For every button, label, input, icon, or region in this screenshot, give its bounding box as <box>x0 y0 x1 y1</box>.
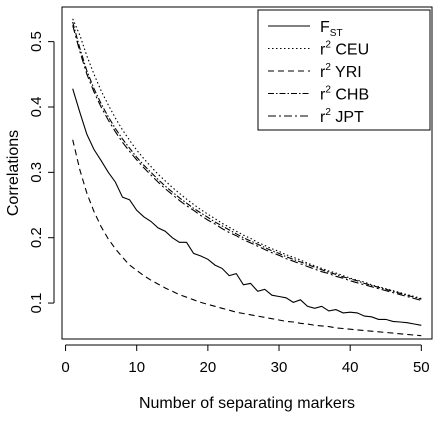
y-tick-label: 0.3 <box>28 162 45 183</box>
x-tick-label: 20 <box>200 359 217 376</box>
y-axis-label: Correlations <box>5 130 22 216</box>
legend-label-4: r2 JPT <box>320 107 364 126</box>
legend-label-2: r2 YRI <box>320 62 362 81</box>
y-tick-label: 0.1 <box>28 293 45 314</box>
series-line-4 <box>72 25 422 301</box>
series-line-0 <box>72 88 422 326</box>
x-axis: 0 10 20 30 40 50 <box>61 344 430 376</box>
series-layer <box>72 18 422 337</box>
x-axis-label: Number of separating markers <box>139 395 355 412</box>
x-tick-label: 10 <box>128 359 145 376</box>
legend-box <box>257 9 431 131</box>
x-tick-label: 30 <box>271 359 288 376</box>
legend-label-3: r2 CHB <box>320 85 369 104</box>
y-axis: 0.1 0.2 0.3 0.4 0.5 <box>28 31 55 314</box>
x-tick-label: 50 <box>413 359 430 376</box>
x-tick-label: 0 <box>61 359 69 376</box>
series-line-1 <box>72 18 422 300</box>
plot-frame <box>61 6 433 340</box>
series-line-2 <box>72 139 422 337</box>
x-tick-label: 40 <box>342 359 359 376</box>
y-tick-label: 0.2 <box>28 227 45 248</box>
y-tick-label: 0.4 <box>28 97 45 118</box>
y-tick-label: 0.5 <box>28 31 45 52</box>
legend-label-1: r2 CEU <box>320 40 369 59</box>
series-line-3 <box>72 21 422 300</box>
